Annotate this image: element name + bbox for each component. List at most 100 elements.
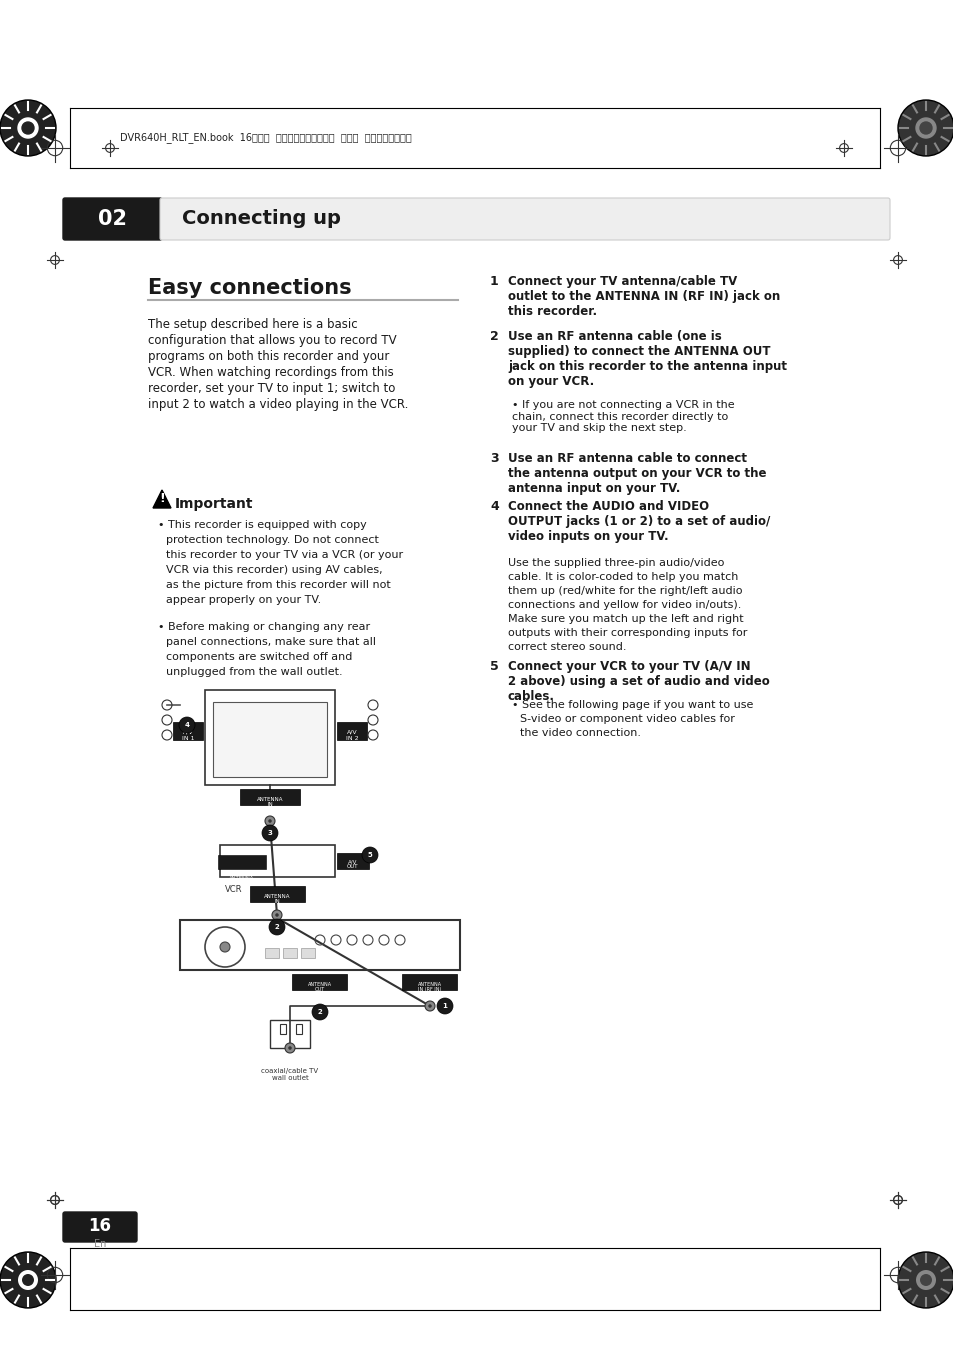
Circle shape: [424, 1001, 435, 1011]
Text: them up (red/white for the right/left audio: them up (red/white for the right/left au…: [507, 586, 741, 596]
Text: 3: 3: [490, 453, 498, 465]
Circle shape: [919, 122, 931, 134]
Text: VCR via this recorder) using AV cables,: VCR via this recorder) using AV cables,: [166, 565, 382, 576]
Text: connections and yellow for video in/outs).: connections and yellow for video in/outs…: [507, 600, 740, 611]
Text: unplugged from the wall outlet.: unplugged from the wall outlet.: [166, 667, 342, 677]
Circle shape: [275, 913, 278, 917]
Text: A/V
IN 1: A/V IN 1: [182, 730, 194, 740]
FancyBboxPatch shape: [63, 199, 162, 240]
Text: ANTENNA
OUT: ANTENNA OUT: [229, 875, 254, 886]
Text: as the picture from this recorder will not: as the picture from this recorder will n…: [166, 580, 391, 590]
Bar: [336, 852, 369, 869]
Circle shape: [0, 1252, 56, 1308]
Text: 1: 1: [490, 276, 498, 288]
Circle shape: [285, 1043, 294, 1052]
Text: cable. It is color-coded to help you match: cable. It is color-coded to help you mat…: [507, 571, 738, 582]
Text: VCR: VCR: [225, 885, 242, 894]
Text: VCR. When watching recordings from this: VCR. When watching recordings from this: [148, 366, 394, 380]
Text: 4: 4: [490, 500, 498, 513]
Bar: [295, 1024, 302, 1034]
Circle shape: [361, 847, 377, 863]
Circle shape: [22, 1274, 34, 1286]
Text: • Before making or changing any rear: • Before making or changing any rear: [158, 621, 370, 632]
Bar: [240, 789, 299, 805]
Bar: [301, 948, 314, 958]
Bar: [218, 855, 266, 869]
Text: appear properly on your TV.: appear properly on your TV.: [166, 594, 321, 605]
Text: A/V
OUT: A/V OUT: [347, 859, 358, 870]
Text: 16: 16: [89, 1217, 112, 1235]
Text: the video connection.: the video connection.: [519, 728, 640, 738]
Text: • This recorder is equipped with copy: • This recorder is equipped with copy: [158, 520, 366, 530]
Text: 2: 2: [490, 330, 498, 343]
Text: ANTENNA
OUT: ANTENNA OUT: [308, 982, 332, 993]
Circle shape: [915, 1270, 935, 1290]
Text: Use the supplied three-pin audio/video: Use the supplied three-pin audio/video: [507, 558, 723, 567]
Bar: [292, 974, 347, 990]
Text: Connecting up: Connecting up: [182, 209, 340, 228]
Text: ANTENNA
IN (RF IN): ANTENNA IN (RF IN): [417, 982, 441, 993]
Text: 02: 02: [98, 209, 127, 230]
Text: components are switched off and: components are switched off and: [166, 653, 352, 662]
Circle shape: [18, 118, 38, 138]
Circle shape: [919, 1274, 931, 1286]
Text: programs on both this recorder and your: programs on both this recorder and your: [148, 350, 389, 363]
Circle shape: [268, 819, 272, 823]
Text: Easy connections: Easy connections: [148, 278, 352, 299]
FancyBboxPatch shape: [160, 199, 889, 240]
Circle shape: [0, 100, 56, 155]
Text: !: !: [159, 492, 165, 504]
Text: Use an RF antenna cable (one is
supplied) to connect the ANTENNA OUT
jack on thi: Use an RF antenna cable (one is supplied…: [507, 330, 786, 388]
Text: 4: 4: [184, 721, 190, 728]
Circle shape: [269, 919, 285, 935]
Text: coaxial/cable TV
wall outlet: coaxial/cable TV wall outlet: [261, 1069, 318, 1081]
Text: 2: 2: [274, 924, 279, 929]
Circle shape: [436, 998, 453, 1015]
Circle shape: [915, 118, 935, 138]
Text: A/V
IN 2: A/V IN 2: [345, 730, 358, 740]
Text: ANTENNA
IN: ANTENNA IN: [256, 797, 283, 808]
Bar: [336, 721, 367, 740]
Circle shape: [272, 911, 282, 920]
Text: 5: 5: [490, 661, 498, 673]
Text: 1: 1: [442, 1002, 447, 1009]
Circle shape: [288, 1046, 292, 1050]
Bar: [283, 948, 296, 958]
Text: input 2 to watch a video playing in the VCR.: input 2 to watch a video playing in the …: [148, 399, 408, 411]
Bar: [205, 690, 335, 785]
Bar: [220, 844, 335, 877]
Text: Connect the AUDIO and VIDEO
OUTPUT jacks (1 or 2) to a set of audio/
video input: Connect the AUDIO and VIDEO OUTPUT jacks…: [507, 500, 769, 543]
Text: The setup described here is a basic: The setup described here is a basic: [148, 317, 357, 331]
Text: Make sure you match up the left and right: Make sure you match up the left and righ…: [507, 613, 742, 624]
Circle shape: [897, 100, 953, 155]
Text: TV: TV: [264, 798, 275, 808]
Text: outputs with their corresponding inputs for: outputs with their corresponding inputs …: [507, 628, 746, 638]
Bar: [213, 703, 327, 777]
Text: ANTENNA
IN: ANTENNA IN: [263, 894, 290, 904]
Text: Connect your VCR to your TV (A/V IN
2 above) using a set of audio and video
cabl: Connect your VCR to your TV (A/V IN 2 ab…: [507, 661, 769, 703]
Circle shape: [262, 825, 277, 842]
Bar: [180, 920, 459, 970]
Bar: [270, 1020, 310, 1048]
Text: 2: 2: [317, 1009, 322, 1015]
Text: this recorder to your TV via a VCR (or your: this recorder to your TV via a VCR (or y…: [166, 550, 403, 561]
Text: 5: 5: [367, 852, 372, 858]
Circle shape: [312, 1004, 328, 1020]
Circle shape: [22, 122, 34, 134]
Text: • See the following page if you want to use: • See the following page if you want to …: [512, 700, 753, 711]
Circle shape: [428, 1004, 432, 1008]
Circle shape: [265, 816, 274, 825]
Bar: [280, 1024, 286, 1034]
Circle shape: [897, 1252, 953, 1308]
Text: • If you are not connecting a VCR in the
chain, connect this recorder directly t: • If you are not connecting a VCR in the…: [512, 400, 734, 434]
Circle shape: [220, 942, 230, 952]
Text: DVR640H_RLT_EN.book  16ページ  ２００６年４月１１日  火曜日  午後１２時２６分: DVR640H_RLT_EN.book 16ページ ２００６年４月１１日 火曜日…: [120, 132, 412, 143]
Bar: [250, 886, 305, 902]
Text: Connect your TV antenna/cable TV
outlet to the ANTENNA IN (RF IN) jack on
this r: Connect your TV antenna/cable TV outlet …: [507, 276, 780, 317]
Polygon shape: [152, 490, 171, 508]
Text: protection technology. Do not connect: protection technology. Do not connect: [166, 535, 378, 544]
Text: Important: Important: [174, 497, 253, 511]
Text: S-video or component video cables for: S-video or component video cables for: [519, 713, 734, 724]
Text: recorder, set your TV to input 1; switch to: recorder, set your TV to input 1; switch…: [148, 382, 395, 394]
Bar: [172, 721, 203, 740]
